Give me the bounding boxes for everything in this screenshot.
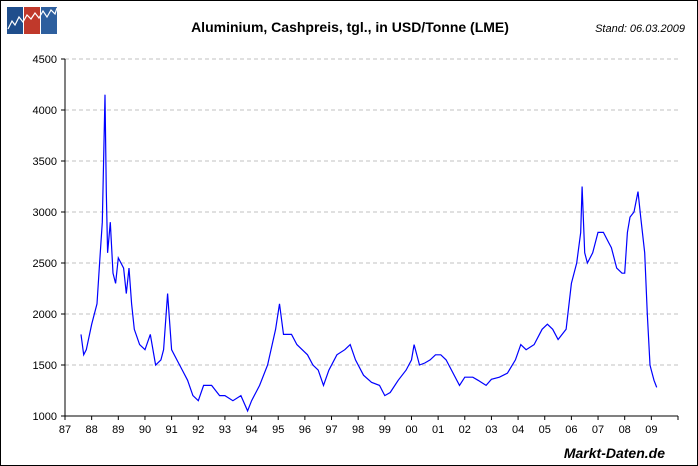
y-tick-label: 1000 bbox=[33, 411, 57, 423]
x-tick-label: 92 bbox=[192, 424, 204, 436]
x-tick-label: 06 bbox=[565, 424, 577, 436]
x-tick-label: 02 bbox=[459, 424, 471, 436]
x-tick-label: 01 bbox=[432, 424, 444, 436]
x-tick-label: 98 bbox=[352, 424, 364, 436]
x-tick-label: 00 bbox=[405, 424, 417, 436]
y-tick-label: 2500 bbox=[33, 258, 57, 270]
y-tick-label: 2000 bbox=[33, 309, 57, 321]
x-tick-label: 97 bbox=[325, 424, 337, 436]
x-tick-label: 94 bbox=[245, 424, 257, 436]
chart-title: Aluminium, Cashpreis, tgl., in USD/Tonne… bbox=[191, 19, 509, 35]
y-tick-label: 1500 bbox=[33, 360, 57, 372]
x-tick-label: 05 bbox=[539, 424, 551, 436]
x-tick-label: 03 bbox=[485, 424, 497, 436]
x-tick-label: 09 bbox=[645, 424, 657, 436]
chart-logo-icon bbox=[7, 7, 57, 34]
x-tick-label: 89 bbox=[112, 424, 124, 436]
x-tick-label: 99 bbox=[379, 424, 391, 436]
price-series-line bbox=[80, 94, 658, 413]
x-tick-label: 96 bbox=[299, 424, 311, 436]
x-tick-label: 90 bbox=[139, 424, 151, 436]
x-tick-label: 93 bbox=[219, 424, 231, 436]
y-tick-label: 4000 bbox=[33, 105, 57, 117]
x-tick-label: 91 bbox=[165, 424, 177, 436]
x-tick-label: 87 bbox=[59, 424, 71, 436]
stand-date: Stand: 06.03.2009 bbox=[595, 23, 685, 35]
y-tick-label: 3500 bbox=[33, 156, 57, 168]
x-tick-label: 08 bbox=[619, 424, 631, 436]
y-tick-label: 3000 bbox=[33, 207, 57, 219]
x-tick-label: 88 bbox=[86, 424, 98, 436]
x-tick-label: 07 bbox=[592, 424, 604, 436]
x-tick-label: 95 bbox=[272, 424, 284, 436]
y-tick-label: 4500 bbox=[33, 54, 57, 66]
x-tick-label: 04 bbox=[512, 424, 524, 436]
source-label: Markt-Daten.de bbox=[563, 445, 665, 461]
